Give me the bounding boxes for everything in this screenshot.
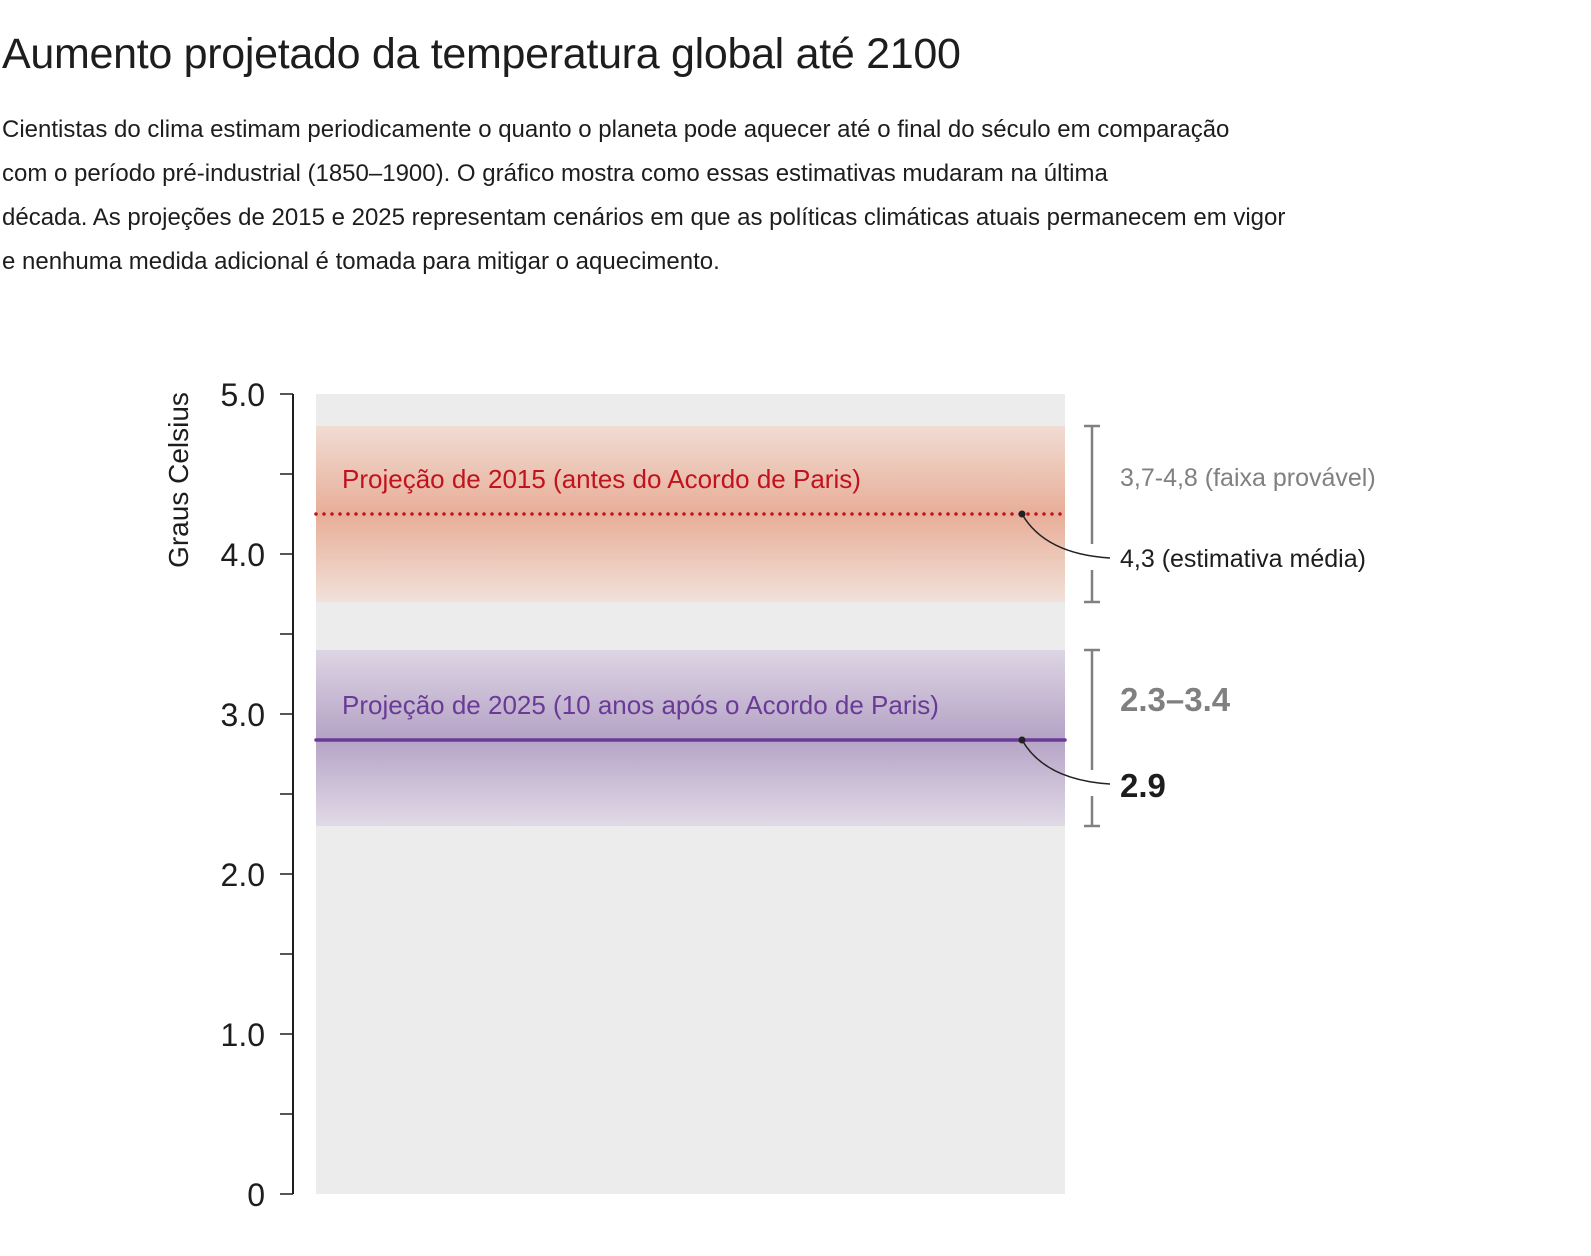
y-tick-label: 3.0 [221, 697, 265, 733]
series-label: Projeção de 2015 (antes do Acordo de Par… [342, 464, 861, 494]
description-line: década. As projeções de 2015 e 2025 repr… [2, 204, 1286, 231]
range-label: 3,7-4,8 (faixa provável) [1120, 464, 1376, 492]
y-tick-label: 4.0 [221, 537, 265, 573]
median-label: 2.9 [1120, 767, 1166, 804]
y-tick-label: 2.0 [221, 857, 265, 893]
description-line: e nenhuma medida adicional é tomada para… [2, 248, 720, 275]
range-label: 2.3–3.4 [1120, 681, 1231, 718]
description-line: com o período pré-industrial (1850–1900)… [2, 160, 1108, 187]
description-line: Cientistas do clima estimam periodicamen… [2, 116, 1230, 143]
description: Cientistas do clima estimam periodicamen… [2, 108, 1285, 284]
y-tick-label: 5.0 [221, 377, 265, 413]
range-band-2025 [316, 650, 1065, 826]
series-label: Projeção de 2025 (10 anos após o Acordo … [342, 690, 939, 720]
y-tick-label: 1.0 [221, 1017, 265, 1053]
median-leader-line [1021, 739, 1111, 785]
median-leader-line [1021, 513, 1111, 559]
y-tick-label: 0 [247, 1177, 265, 1213]
page-title: Aumento projetado da temperatura global … [2, 30, 961, 78]
median-label: 4,3 (estimativa média) [1120, 545, 1366, 573]
y-axis-label: Graus Celsius [163, 392, 194, 568]
